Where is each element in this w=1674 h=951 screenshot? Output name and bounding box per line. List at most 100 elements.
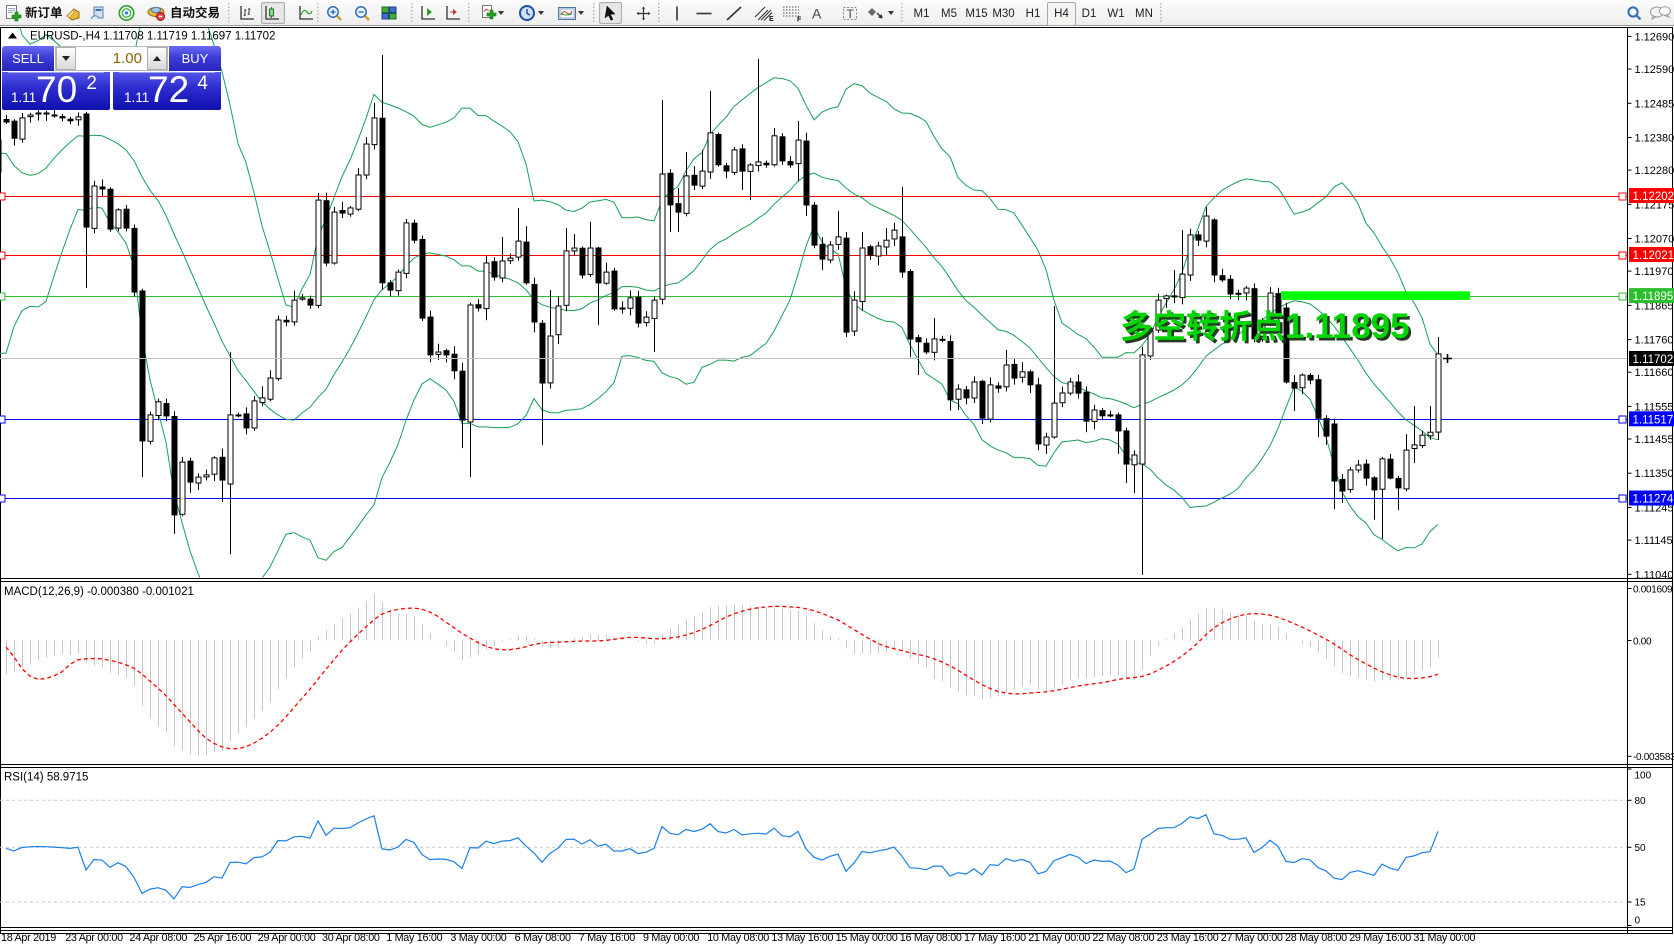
candle — [1060, 393, 1065, 403]
time-tick: 9 May 00:00 — [643, 932, 699, 944]
candle — [492, 262, 497, 277]
hline-price-label-text: 1.12021 — [1633, 250, 1674, 262]
hline-handle[interactable] — [0, 293, 5, 300]
candle — [76, 117, 81, 120]
candle — [1004, 365, 1009, 387]
candle — [892, 230, 897, 239]
price-tick: 1.11455 — [1635, 434, 1674, 446]
candle — [500, 261, 505, 278]
candle — [540, 323, 545, 383]
hline-handle[interactable] — [1619, 193, 1626, 200]
buy-price-sup: 4 — [197, 73, 208, 95]
candle — [1420, 435, 1425, 445]
hline-handle[interactable] — [0, 252, 5, 259]
buy-button[interactable]: BUY — [169, 46, 221, 71]
volume-control: 1.00 — [55, 46, 168, 71]
candle — [388, 283, 393, 290]
candle — [868, 247, 873, 256]
candle — [268, 378, 273, 399]
hline-handle[interactable] — [1619, 293, 1626, 300]
candle — [748, 165, 753, 172]
candle — [956, 389, 961, 399]
candle — [220, 457, 225, 480]
candle — [820, 244, 825, 259]
time-tick: 10 May 08:00 — [707, 932, 769, 944]
volume-input[interactable]: 1.00 — [76, 47, 147, 70]
candle — [660, 174, 665, 299]
buy-price-display[interactable]: 1.11 72 4 — [113, 72, 221, 110]
volume-increase-button[interactable] — [147, 47, 167, 70]
time-tick: 27 May 00:00 — [1221, 932, 1283, 944]
buy-price-big: 72 — [148, 69, 189, 111]
candle — [1108, 415, 1113, 416]
candle — [20, 118, 25, 139]
hline-1.12202[interactable] — [0, 193, 1627, 200]
hline-handle[interactable] — [1619, 252, 1626, 259]
candle — [716, 135, 721, 165]
candle — [1364, 464, 1369, 478]
candle — [916, 338, 921, 342]
candle — [1316, 380, 1321, 419]
candle — [300, 298, 305, 299]
sell-button[interactable]: SELL — [2, 46, 54, 71]
candle — [692, 175, 697, 185]
candle — [212, 458, 217, 474]
candle — [1044, 437, 1049, 445]
candle — [1308, 375, 1313, 380]
candle — [852, 300, 857, 331]
trend-line-segment[interactable] — [1281, 291, 1470, 300]
candle — [788, 162, 793, 165]
candle — [1172, 296, 1177, 297]
bid-line-layer — [0, 354, 1627, 363]
candle — [756, 162, 761, 166]
rsi-tick: 80 — [1635, 796, 1647, 807]
candle — [1324, 419, 1329, 437]
volume-decrease-button[interactable] — [56, 47, 76, 70]
time-tick: 25 Apr 16:00 — [194, 932, 252, 944]
candle — [244, 414, 249, 428]
candle — [612, 271, 617, 309]
candle — [812, 205, 817, 245]
rsi-tick: 100 — [1635, 771, 1652, 782]
candle — [876, 246, 881, 256]
candle — [1372, 478, 1377, 490]
candle — [1228, 279, 1233, 294]
candle — [1236, 293, 1241, 294]
time-tick: 29 Apr 00:00 — [258, 932, 316, 944]
candle — [1028, 372, 1033, 385]
candle — [1052, 403, 1057, 437]
time-tick: 7 May 16:00 — [579, 932, 635, 944]
candle — [420, 240, 425, 319]
candle — [604, 272, 609, 283]
bid-price-label-text: 1.11702 — [1633, 354, 1674, 366]
candle — [524, 242, 529, 283]
one-click-trading-panel: SELL 1.00 BUY 1.11 70 2 1.11 72 4 — [2, 46, 221, 110]
candle — [724, 166, 729, 171]
hline-1.12021[interactable] — [0, 252, 1627, 259]
candle — [468, 305, 473, 422]
symbol-collapse-arrow[interactable] — [8, 33, 17, 39]
hline-handle[interactable] — [1619, 416, 1626, 423]
candle — [708, 133, 713, 172]
candle — [1084, 392, 1089, 421]
candle — [188, 461, 193, 482]
candle — [1188, 235, 1193, 275]
candle — [108, 189, 113, 229]
hline-handle[interactable] — [0, 193, 5, 200]
candle — [900, 237, 905, 272]
sell-price-display[interactable]: 1.11 70 2 — [2, 72, 110, 110]
candle — [12, 121, 17, 138]
trend-bar-layer[interactable] — [1281, 291, 1470, 300]
hline-handle[interactable] — [0, 416, 5, 423]
chart-ohlc-values: 1.11708 1.11719 1.11697 1.11702 — [103, 31, 275, 43]
bollinger-middle-band — [0, 135, 1438, 440]
hline-handle[interactable] — [1619, 495, 1626, 502]
price-axis[interactable]: 1.126901.125901.124851.123801.122801.121… — [1628, 31, 1674, 926]
hline-handle[interactable] — [0, 495, 5, 502]
time-tick: 24 Apr 08:00 — [129, 932, 187, 944]
